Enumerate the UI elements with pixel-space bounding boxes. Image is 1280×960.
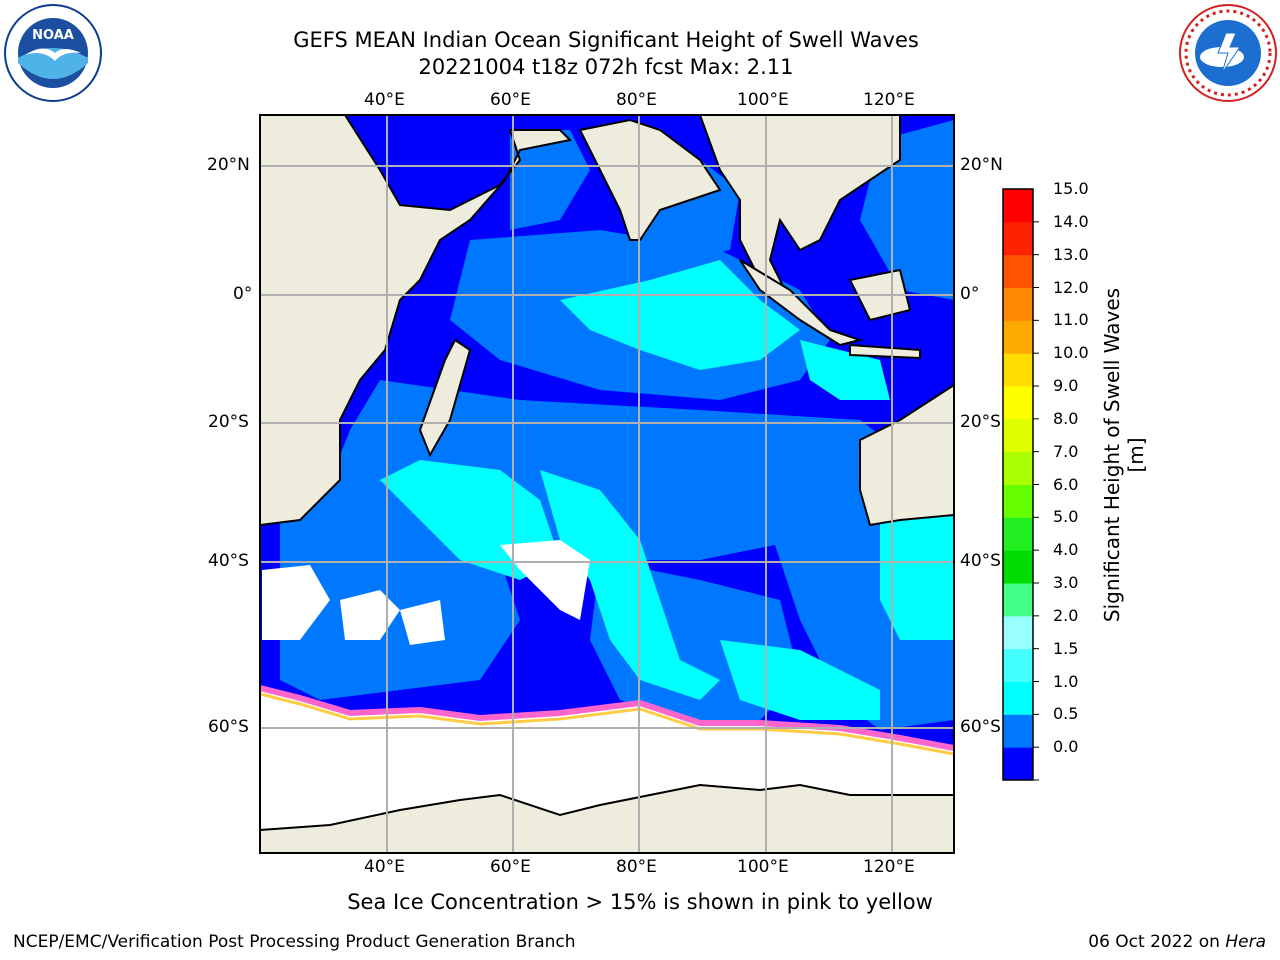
- lon-label-top-80E: 80°E: [616, 90, 657, 110]
- colorbar-bin-14.0-15.0: [1003, 221, 1033, 256]
- lon-label-top-60E: 60°E: [490, 90, 531, 110]
- colorbar-bin-1.0-1.5: [1003, 681, 1033, 715]
- colorbar-bin-2.0-3.0: [1003, 615, 1033, 650]
- noaa-logo-icon: NOAA: [4, 4, 102, 102]
- lat-label-left-60S: 60°S: [208, 717, 249, 737]
- sea-ice-edge-pink: [260, 685, 954, 751]
- colorbar-tick-label: 6.0: [1053, 474, 1079, 494]
- lat-label-right-20N: 20°N: [960, 155, 1003, 175]
- colorbar-frame: [1002, 188, 1034, 781]
- colorbar-bin-13.0-14.0: [1003, 254, 1033, 288]
- colorbar-tick-label: 9.0: [1053, 376, 1079, 395]
- colorbar-tick-label: 5.0: [1053, 507, 1079, 527]
- colorbar-title: Significant Height of Swell Waves [m]: [1100, 287, 1148, 623]
- colorbar-bin-15.0+: [1003, 189, 1033, 223]
- colorbar-bin-8.0-9.0: [1003, 418, 1033, 453]
- footer-host: Hera: [1225, 932, 1266, 952]
- colorbar-tick-label: 1.5: [1053, 638, 1079, 658]
- colorbar-tick-label: 15.0: [1053, 179, 1089, 198]
- lon-label-top-100E: 100°E: [737, 90, 789, 110]
- lat-label-right-0: 0°: [960, 284, 980, 304]
- map-frame: [259, 114, 955, 854]
- lon-label-bottom-60E: 60°E: [490, 857, 531, 877]
- colorbar-tick-label: 2.0: [1053, 605, 1079, 625]
- colorbar-bin-4.0-5.0: [1003, 550, 1033, 584]
- colorbar-bin-10.0-11.0: [1003, 353, 1033, 387]
- colorbar-bin-12.0-13.0: [1003, 287, 1033, 321]
- colorbar-bin-0.5-1.0: [1003, 714, 1033, 748]
- map-gridlines: [260, 115, 954, 853]
- lat-label-right-60S: 60°S: [960, 717, 1001, 737]
- colorbar-tick-label: 4.0: [1053, 540, 1079, 560]
- colorbar-tick-label: 3.0: [1053, 573, 1079, 592]
- lon-label-top-40E: 40°E: [364, 90, 405, 110]
- lat-label-left-20S: 20°S: [208, 412, 249, 432]
- colorbar-tick-label: 11.0: [1053, 310, 1089, 330]
- colorbar-tick-label: 12.0: [1053, 277, 1089, 297]
- colorbar-tick-label: 14.0: [1053, 211, 1089, 231]
- swell-1.0-1.5-region: [380, 260, 954, 720]
- chart-title: GEFS MEAN Indian Ocean Significant Heigh…: [293, 28, 919, 52]
- lon-label-top-120E: 120°E: [863, 90, 915, 110]
- map-content: [260, 115, 954, 853]
- colorbar-tick-label: 10.0: [1053, 343, 1089, 363]
- lat-label-left-40S: 40°S: [208, 551, 249, 571]
- colorbar-bin-5.0-6.0: [1003, 517, 1033, 551]
- chart-subtitle: 20221004 t18z 072h fcst Max: 2.11: [418, 55, 794, 79]
- colorbar-tick-label: 1.0: [1053, 671, 1079, 691]
- colorbar-bin-0.0-0.5: [1003, 747, 1033, 781]
- lon-label-bottom-120E: 120°E: [863, 857, 915, 877]
- nws-logo-icon: [1179, 4, 1277, 102]
- colorbar-bin-11.0-12.0: [1003, 320, 1033, 354]
- footer-date-text: 06 Oct 2022 on: [1088, 932, 1226, 952]
- colorbar-bin-9.0-10.0: [1003, 386, 1033, 420]
- colorbar-tick-label: 13.0: [1053, 244, 1089, 264]
- footer-credit: NCEP/EMC/Verification Post Processing Pr…: [13, 932, 576, 952]
- colorbar-bin-6.0-7.0: [1003, 484, 1033, 518]
- lat-label-left-0: 0°: [233, 284, 253, 304]
- lon-label-bottom-40E: 40°E: [364, 857, 405, 877]
- sea-ice-edge-yellow: [260, 692, 954, 756]
- lon-label-bottom-80E: 80°E: [616, 857, 657, 877]
- lat-label-right-40S: 40°S: [960, 551, 1001, 571]
- lat-label-left-20N: 20°N: [207, 155, 250, 175]
- colorbar-tick-label: 7.0: [1053, 441, 1079, 461]
- colorbar-bin-1.5-2.0: [1003, 648, 1033, 682]
- colorbar-bin-3.0-4.0: [1003, 583, 1033, 617]
- colorbar-tick-label: 8.0: [1053, 408, 1079, 428]
- lat-label-right-20S: 20°S: [960, 412, 1001, 432]
- sea-ice-note: Sea Ice Concentration > 15% is shown in …: [347, 890, 933, 914]
- colorbar-tick-label: 0.0: [1053, 737, 1079, 757]
- colorbar: [1003, 189, 1039, 781]
- colorbar-bin-7.0-8.0: [1003, 451, 1033, 485]
- lon-label-bottom-100E: 100°E: [737, 857, 789, 877]
- no-data-patches: [262, 540, 590, 645]
- noaa-logo-text: NOAA: [32, 28, 74, 43]
- footer-date: 06 Oct 2022 on Hera: [1088, 932, 1266, 952]
- colorbar-tick-label: 0.5: [1053, 704, 1079, 724]
